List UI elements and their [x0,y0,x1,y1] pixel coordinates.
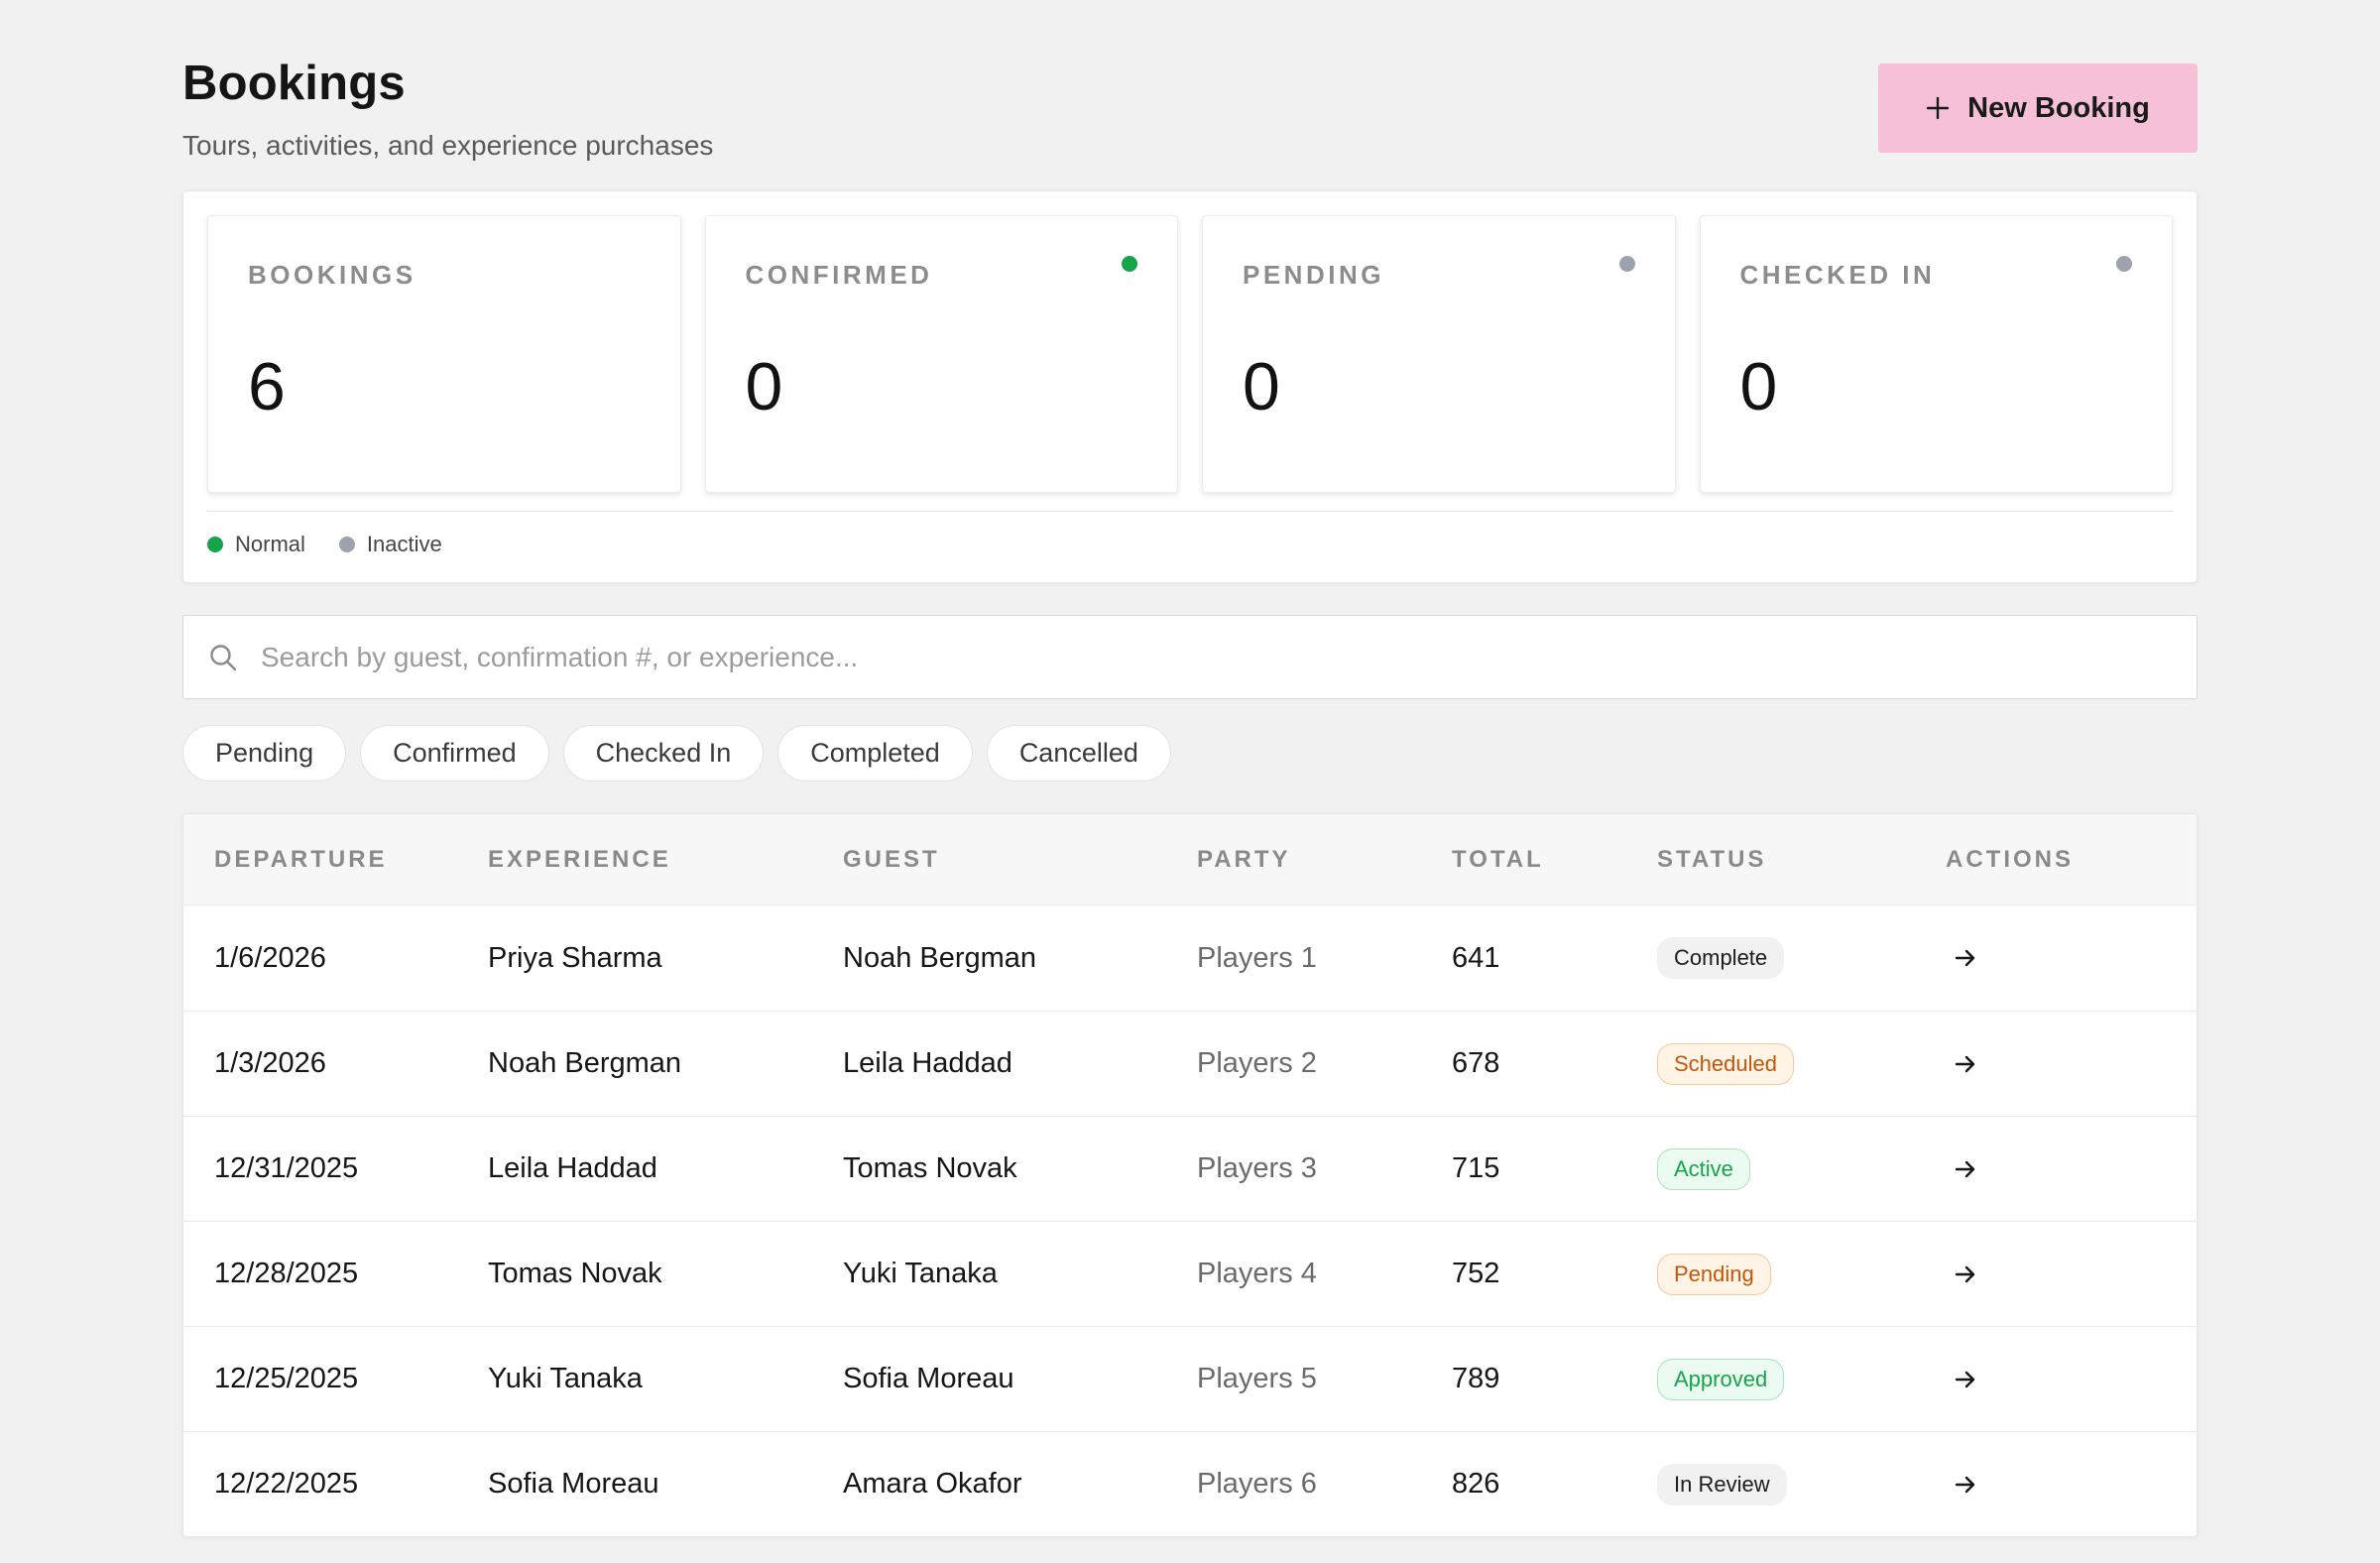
experience-cell: Yuki Tanaka [488,1363,643,1394]
experience-cell: Tomas Novak [488,1258,662,1289]
status-dot-icon [2116,256,2132,272]
total-cell: 789 [1452,1363,1500,1394]
filter-chip-cancelled[interactable]: Cancelled [986,725,1171,782]
departure-cell: 12/28/2025 [214,1258,359,1289]
guest-cell: Yuki Tanaka [843,1258,998,1289]
legend-label: Inactive [366,532,442,556]
departure-cell: 12/31/2025 [214,1152,359,1184]
stats-row: BOOKINGS 6 CONFIRMED 0 PENDING 0 CHECKED… [207,215,2173,493]
stat-label: CHECKED IN [1739,260,1936,290]
arrow-right-icon[interactable] [1946,938,1985,978]
bookings-page: Bookings Tours, activities, and experien… [182,54,2198,1537]
search-input[interactable] [261,627,2197,687]
party-cell: Players 4 [1197,1258,1317,1289]
legend: Normal Inactive [207,512,2173,577]
legend-dot-icon [338,537,355,552]
status-dot-icon [1122,256,1137,272]
departure-cell: 12/25/2025 [214,1363,359,1394]
plus-icon [1926,96,1950,120]
status-filters: Pending Confirmed Checked In Completed C… [182,725,2198,782]
table-row[interactable]: 1/3/2026 Noah Bergman Leila Haddad Playe… [183,1011,2197,1116]
column-header-departure[interactable]: DEPARTURE [214,845,388,873]
party-cell: Players 3 [1197,1152,1317,1184]
total-cell: 678 [1452,1047,1500,1079]
table-row[interactable]: 12/31/2025 Leila Haddad Tomas Novak Play… [183,1116,2197,1221]
guest-cell: Amara Okafor [843,1468,1022,1500]
legend-item-normal: Normal [207,532,305,557]
stat-label: PENDING [1243,260,1384,290]
new-booking-button[interactable]: New Booking [1878,63,2198,153]
experience-cell: Noah Bergman [488,1047,682,1079]
arrow-right-icon[interactable] [1946,1149,1985,1189]
status-badge: Pending [1657,1253,1771,1295]
departure-cell: 12/22/2025 [214,1468,359,1500]
arrow-right-icon[interactable] [1946,1465,1985,1504]
experience-cell: Priya Sharma [488,941,662,974]
status-badge: Scheduled [1657,1042,1794,1085]
total-cell: 752 [1452,1258,1500,1289]
status-badge: Active [1657,1147,1750,1190]
party-cell: Players 6 [1197,1468,1317,1500]
departure-cell: 1/3/2026 [214,1047,326,1079]
status-dot-icon [1618,256,1635,272]
divider [207,511,2173,512]
party-cell: Players 2 [1197,1047,1317,1079]
guest-cell: Sofia Moreau [843,1363,1014,1394]
page-subtitle: Tours, activities, and experience purcha… [182,130,714,161]
status-badge: Complete [1657,937,1785,979]
column-header-status[interactable]: STATUS [1657,845,1767,873]
experience-cell: Sofia Moreau [488,1468,659,1500]
total-cell: 715 [1452,1152,1500,1184]
column-header-actions: ACTIONS [1946,845,2074,873]
guest-cell: Tomas Novak [843,1152,1017,1184]
total-cell: 641 [1452,941,1500,974]
page-title: Bookings [182,57,406,110]
filter-chip-completed[interactable]: Completed [777,725,973,782]
page-header: Bookings Tours, activities, and experien… [182,54,2198,171]
column-header-party[interactable]: PARTY [1197,845,1291,873]
party-cell: Players 5 [1197,1363,1317,1394]
column-header-total[interactable]: TOTAL [1452,845,1544,873]
table-body: 1/6/2026 Priya Sharma Noah Bergman Playe… [183,905,2197,1536]
departure-cell: 1/6/2026 [214,941,326,974]
stat-card-pending: PENDING 0 [1202,215,1676,493]
total-cell: 826 [1452,1468,1500,1500]
column-header-experience[interactable]: EXPERIENCE [488,845,671,873]
party-cell: Players 1 [1197,941,1317,974]
stat-card-confirmed: CONFIRMED 0 [704,215,1178,493]
column-header-guest[interactable]: GUEST [843,845,940,873]
legend-item-inactive: Inactive [338,532,442,557]
table-row[interactable]: 12/28/2025 Tomas Novak Yuki Tanaka Playe… [183,1221,2197,1326]
stat-card-checked-in: CHECKED IN 0 [1699,215,2173,493]
status-badge: Approved [1657,1358,1785,1400]
table-row[interactable]: 12/25/2025 Yuki Tanaka Sofia Moreau Play… [183,1326,2197,1431]
legend-dot-icon [207,537,223,552]
experience-cell: Leila Haddad [488,1152,657,1184]
stat-value: 6 [248,349,286,424]
legend-label: Normal [235,532,305,556]
guest-cell: Noah Bergman [843,941,1037,974]
table-row[interactable]: 12/22/2025 Sofia Moreau Amara Okafor Pla… [183,1431,2197,1536]
arrow-right-icon[interactable] [1946,1360,1985,1399]
arrow-right-icon[interactable] [1946,1255,1985,1294]
stat-card-bookings: BOOKINGS 6 [207,215,681,493]
guest-cell: Leila Haddad [843,1047,1012,1079]
filter-chip-pending[interactable]: Pending [182,725,347,782]
stat-value: 0 [1243,349,1280,424]
stats-panel: BOOKINGS 6 CONFIRMED 0 PENDING 0 CHECKED… [182,190,2198,583]
search-icon [207,642,239,673]
status-badge: In Review [1657,1463,1787,1505]
filter-chip-confirmed[interactable]: Confirmed [360,725,549,782]
table-header: DEPARTURE EXPERIENCE GUEST PARTY TOTAL S… [183,814,2197,905]
stat-label: BOOKINGS [248,260,416,290]
bookings-table: DEPARTURE EXPERIENCE GUEST PARTY TOTAL S… [182,813,2198,1537]
stat-label: CONFIRMED [745,260,933,290]
stat-value: 0 [745,349,783,424]
search-box [182,615,2198,699]
table-row[interactable]: 1/6/2026 Priya Sharma Noah Bergman Playe… [183,905,2197,1011]
arrow-right-icon[interactable] [1946,1044,1985,1084]
stat-value: 0 [1739,349,1778,424]
new-booking-label: New Booking [1967,91,2150,124]
filter-chip-checked-in[interactable]: Checked In [562,725,765,782]
